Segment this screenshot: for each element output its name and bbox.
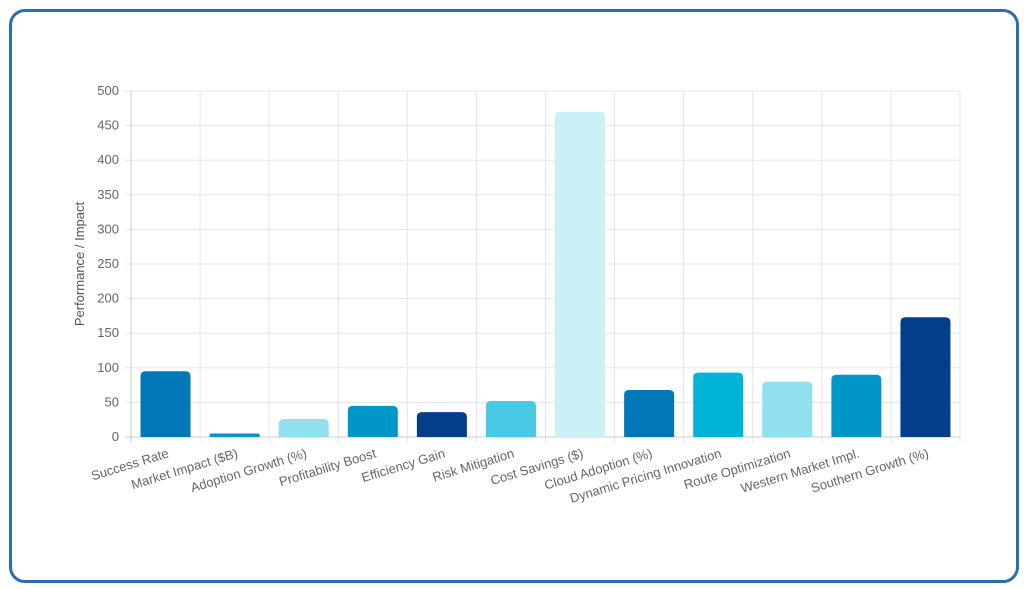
bar [347, 405, 398, 437]
bars [140, 111, 951, 437]
bar [693, 372, 744, 437]
bar [140, 371, 191, 437]
y-axis-title: Performance / Impact [72, 201, 87, 326]
y-tick-label: 150 [97, 325, 119, 340]
bar [624, 389, 675, 437]
y-tick-label: 400 [97, 152, 119, 167]
y-tick-label: 300 [97, 221, 119, 236]
y-tick-label: 100 [97, 360, 119, 375]
y-tick-label: 350 [97, 187, 119, 202]
y-tick-label: 0 [112, 429, 119, 444]
y-tick-label: 500 [97, 83, 119, 98]
bar [555, 111, 606, 437]
bar [762, 381, 813, 437]
y-tick-label: 450 [97, 118, 119, 133]
y-axis-ticks: 0 50 100 150 200 250 300 350 400 450 500 [97, 83, 119, 444]
y-tick-label: 200 [97, 291, 119, 306]
x-tick-label: Southern Growth (%) [809, 446, 930, 496]
y-tick-label: 250 [97, 256, 119, 271]
bar [209, 433, 260, 437]
bar [485, 401, 536, 437]
bar [278, 419, 329, 437]
bar [900, 317, 951, 437]
bar [831, 374, 882, 437]
y-tick-label: 50 [105, 394, 119, 409]
bar [416, 412, 467, 437]
grid-lines [125, 90, 961, 443]
chart-card [9, 9, 1019, 583]
